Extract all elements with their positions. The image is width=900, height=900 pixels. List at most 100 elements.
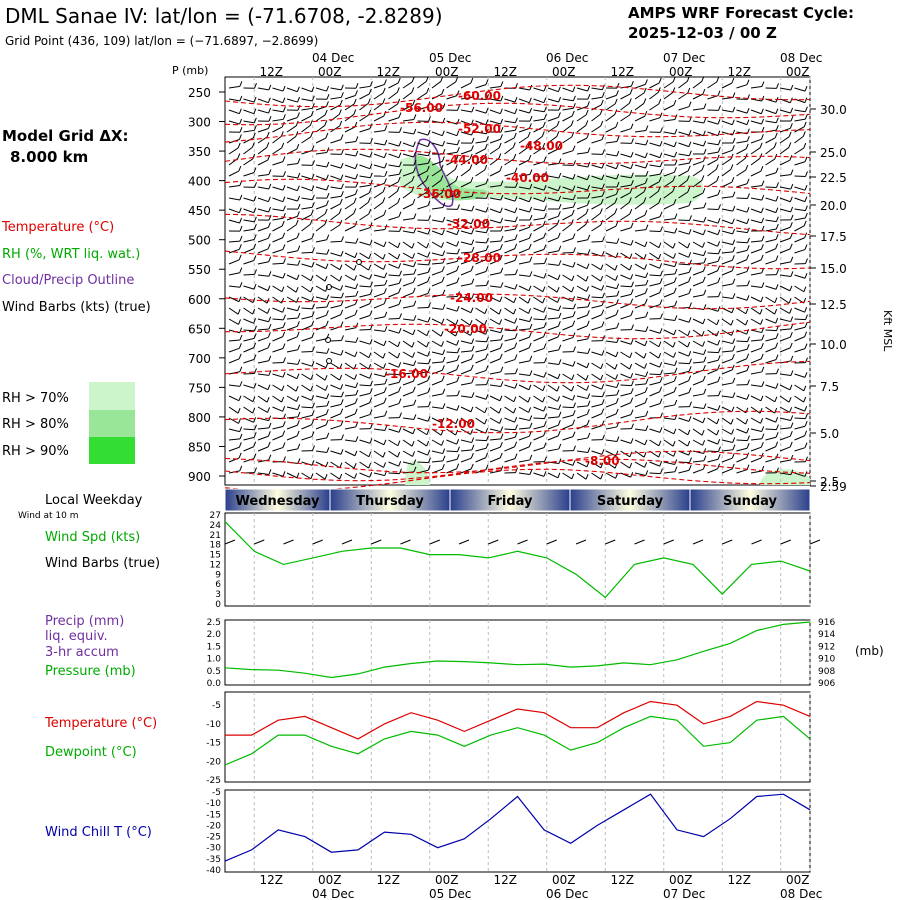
wind-barb	[518, 384, 530, 391]
wind-barb	[460, 230, 472, 235]
wind-barb-feather	[369, 339, 373, 345]
wind-barb	[446, 159, 457, 166]
wind-barb-feather	[252, 407, 256, 414]
wind-barb	[402, 417, 414, 420]
wind-barb-feather	[237, 153, 241, 159]
wind-barb	[460, 181, 472, 188]
wind-barb-feather	[341, 391, 344, 397]
wind-barb-feather	[542, 297, 546, 304]
wind-barb-feather	[789, 342, 793, 349]
wind-barb	[779, 174, 791, 177]
wind-barb-feather	[484, 308, 488, 314]
wind-barb	[388, 340, 399, 348]
wind-barb	[663, 329, 675, 336]
y-tick-label: -15	[206, 810, 221, 820]
wind-barb	[518, 186, 530, 190]
wind-barb-feather	[355, 136, 359, 142]
wind-barb-feather	[339, 275, 343, 282]
wind-barb-feather	[672, 342, 676, 348]
wind-barb	[431, 318, 443, 325]
wind-barb-feather	[498, 142, 502, 149]
bottom-date-labels: 04 Dec 05 Dec 06 Dec 07 Dec 08 Dec	[312, 887, 822, 900]
wind-barb-feather	[311, 311, 315, 317]
wind-barb-feather	[747, 280, 750, 286]
wind-barb	[518, 417, 530, 422]
wind-barb-feather	[252, 297, 256, 303]
temperature-contour-label: -12.00	[432, 417, 475, 431]
wind-barb-feather	[428, 215, 431, 221]
wind-barb	[518, 459, 530, 463]
wind-barb-feather	[297, 312, 301, 319]
wind-barb-feather	[544, 314, 547, 320]
wind-barb	[620, 414, 632, 419]
wind-barb-feather	[397, 341, 401, 347]
wind-barb-feather	[471, 205, 475, 212]
wind-barb	[446, 340, 457, 346]
wind-barb-feather	[254, 424, 257, 430]
wind-barb	[272, 472, 284, 477]
wind-barb	[779, 87, 791, 91]
wind-barb	[402, 171, 414, 177]
wind-barb-feather	[282, 343, 286, 349]
wind-barb-feather	[324, 374, 328, 381]
wind-barb-feather	[282, 97, 286, 103]
wind-barb	[576, 285, 587, 292]
wind-barb	[750, 285, 762, 288]
wind-barb	[489, 98, 501, 102]
wind-barb-feather	[660, 369, 663, 375]
wind-barb	[707, 381, 719, 386]
wind-barb	[315, 472, 326, 480]
wind-barb	[634, 115, 646, 122]
wind-barb-feather	[514, 117, 518, 123]
wind-barb-feather	[427, 450, 431, 456]
wind-barb	[518, 347, 530, 353]
wind-barb-10m	[517, 539, 528, 545]
wind-barb-feather	[527, 142, 531, 148]
wind-barb-feather	[775, 207, 779, 213]
wind-barb	[446, 381, 458, 386]
wind-barb	[301, 472, 312, 480]
wind-barb-feather	[254, 467, 257, 473]
wind-barb	[562, 472, 573, 480]
wind-barb-feather	[543, 244, 547, 250]
wind-barb-feather	[746, 245, 750, 251]
wind-barb	[489, 457, 501, 463]
wind-barb	[475, 148, 486, 155]
wind-barb	[417, 439, 427, 447]
wind-barb-feather	[340, 285, 344, 291]
wind-barb-feather	[717, 306, 721, 312]
wind-barb-feather	[499, 207, 503, 213]
wind-barb-feather	[282, 114, 286, 120]
wind-barb-feather	[413, 300, 417, 306]
wind-barb-10m	[605, 539, 616, 545]
wind-barb-feather	[427, 288, 431, 294]
wind-barb	[373, 164, 385, 169]
wind-barb	[315, 204, 327, 210]
wind-barb	[707, 142, 719, 146]
wind-barb-feather	[325, 286, 328, 292]
wind-barb	[243, 359, 255, 364]
wind-barb-feather	[528, 342, 532, 349]
wind-barb	[779, 274, 791, 277]
wind-barb-feather	[397, 176, 401, 183]
wind-barb	[489, 240, 501, 243]
wind-barb-feather	[514, 441, 518, 447]
wind-barb-feather	[239, 217, 243, 224]
wind-barb-feather	[413, 414, 417, 420]
wind-barb-feather	[528, 97, 532, 103]
wind-barb-feather	[701, 430, 705, 436]
wind-barb-feather	[369, 289, 373, 295]
wind-barb	[315, 296, 327, 301]
legend-rh70-swatch	[89, 382, 135, 410]
wind-barb	[489, 296, 501, 303]
top-time-label: 00Z	[318, 65, 342, 79]
wind-barb	[489, 417, 500, 424]
wind-barb-feather	[498, 408, 502, 414]
top-time-label: 12Z	[377, 65, 401, 79]
wind-barb-feather	[717, 376, 721, 382]
wind-barb-feather	[542, 286, 546, 292]
wind-barb-feather	[427, 150, 431, 156]
top-time-label: 00Z	[552, 65, 576, 79]
wind-barb-10m	[751, 539, 762, 545]
wind-barb-feather	[470, 119, 474, 125]
